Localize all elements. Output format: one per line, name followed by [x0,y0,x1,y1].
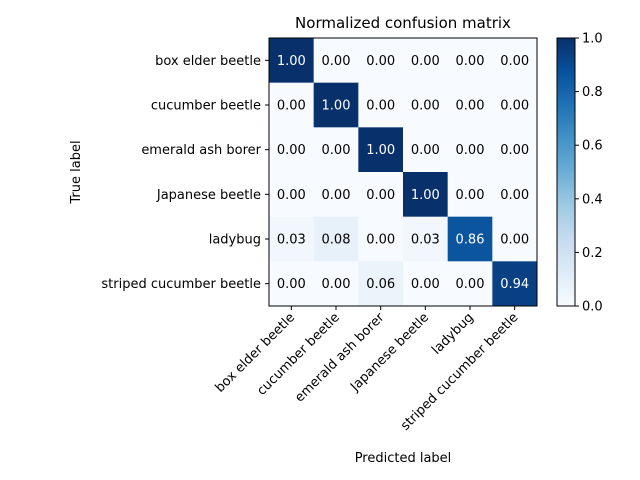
cell-value-label: 0.00 [366,188,395,203]
heatmap-cell [313,216,359,262]
y-tick-label: Japanese beetle [156,188,261,203]
heatmap-cell [313,82,359,128]
cell-value-label: 0.00 [277,99,306,114]
heatmap-cell [358,261,404,307]
cell-value-label: 0.00 [322,277,351,292]
cell-value-label: 0.03 [277,233,306,248]
heatmap-cell [492,216,538,262]
colorbar-ticks: 0.0 0.2 0.4 0.6 0.8 1.0 [575,32,603,315]
cell-value-label: 0.00 [500,233,529,248]
heatmap-cell [313,261,359,307]
cell-value-label: 0.00 [500,99,529,114]
cell-value-label: 0.00 [411,99,440,114]
x-tick-label: box elder beetle [213,310,299,396]
cell-value-label: 0.00 [456,188,485,203]
colorbar-gradient [557,38,575,306]
heatmap-cell [403,172,449,218]
heatmap-cell [358,172,404,218]
colorbar-tick-label: 1.0 [582,32,603,47]
heatmap-cell [358,82,404,128]
heatmap-cell [447,172,493,218]
heatmap-cell [403,216,449,262]
cell-value-label: 1.00 [411,188,440,203]
cell-value-label: 0.00 [411,143,440,158]
heatmap-cell [269,127,315,173]
heatmap-cell [492,38,538,84]
x-tick-label: Japanese beetle [347,310,432,395]
heatmap-cell [269,82,315,128]
y-tick-label: ladybug [209,233,261,248]
y-tick-label: emerald ash borer [141,143,261,158]
cell-value-label: 0.00 [411,277,440,292]
cell-value-label: 0.00 [322,188,351,203]
heatmap-cell [403,82,449,128]
x-tick-label: cucumber beetle [254,310,342,398]
heatmap-cell [358,127,404,173]
cell-value-label: 0.94 [500,277,529,292]
cell-value-label: 0.00 [500,143,529,158]
y-tick-label: striped cucumber beetle [101,277,261,292]
heatmap-cell [447,127,493,173]
heatmap-cell [269,261,315,307]
cell-value-label: 1.00 [366,143,395,158]
colorbar [556,37,576,307]
cell-value-label: 0.00 [277,277,306,292]
x-axis-label: Predicted label [355,451,452,466]
cell-value-label: 0.00 [366,233,395,248]
cell-value-label: 0.00 [456,99,485,114]
y-tick-label: box elder beetle [155,54,261,69]
cell-value-label: 0.06 [366,277,395,292]
y-axis-label: True label [69,140,84,204]
heatmap-cell [269,216,315,262]
cell-value-label: 0.00 [277,188,306,203]
colorbar-tick-label: 0.2 [582,246,603,261]
heatmap-cell [492,127,538,173]
cell-value-label: 0.00 [456,54,485,69]
cell-value-label: 0.08 [322,233,351,248]
cell-value-label: 0.00 [277,143,306,158]
heatmap-cell [447,38,493,84]
heatmap-cell [403,127,449,173]
colorbar-frame [556,37,576,307]
heatmap-cell [447,216,493,262]
heatmap-cell [313,38,359,84]
heatmap-cell [492,261,538,307]
heatmap-cells: 1.00 0.00 0.00 0.00 0.00 0.00 0.00 1.00 0.00 0.00… [269,38,538,307]
cell-value-label: 0.00 [366,99,395,114]
heatmap-frame [268,37,538,307]
heatmap-cell [313,127,359,173]
colorbar-tick-label: 0.0 [582,300,603,315]
cell-value-label: 0.00 [456,143,485,158]
heatmap-cell [492,172,538,218]
cell-value-label: 0.00 [366,54,395,69]
cell-value-label: 0.00 [500,188,529,203]
heatmap-cell [403,38,449,84]
heatmap-cell [492,82,538,128]
cell-value-label: 1.00 [322,99,351,114]
cell-value-label: 0.00 [456,277,485,292]
cell-value-label: 0.00 [322,143,351,158]
cell-value-label: 0.00 [411,54,440,69]
cell-value-label: 0.03 [411,233,440,248]
heatmap-cell [358,38,404,84]
heatmap-cell [447,261,493,307]
cell-value-label: 1.00 [277,54,306,69]
cell-value-label: 0.00 [500,54,529,69]
colorbar-tick-label: 0.4 [582,192,603,207]
chart-title: Normalized confusion matrix [295,14,511,32]
heatmap-cell [358,216,404,262]
heatmap-cell [447,82,493,128]
heatmap-cell [313,172,359,218]
colorbar-tick-label: 0.6 [582,139,603,154]
y-axis-ticks: box elder beetle cucumber beetle emerald a… [101,54,269,292]
cell-value-label: 0.86 [456,233,485,248]
heatmap-cell [269,172,315,218]
heatmap-cell [269,38,315,84]
cell-value-label: 0.00 [322,54,351,69]
colorbar-tick-label: 0.8 [582,85,603,100]
y-tick-label: cucumber beetle [151,99,261,114]
heatmap-cell [403,261,449,307]
